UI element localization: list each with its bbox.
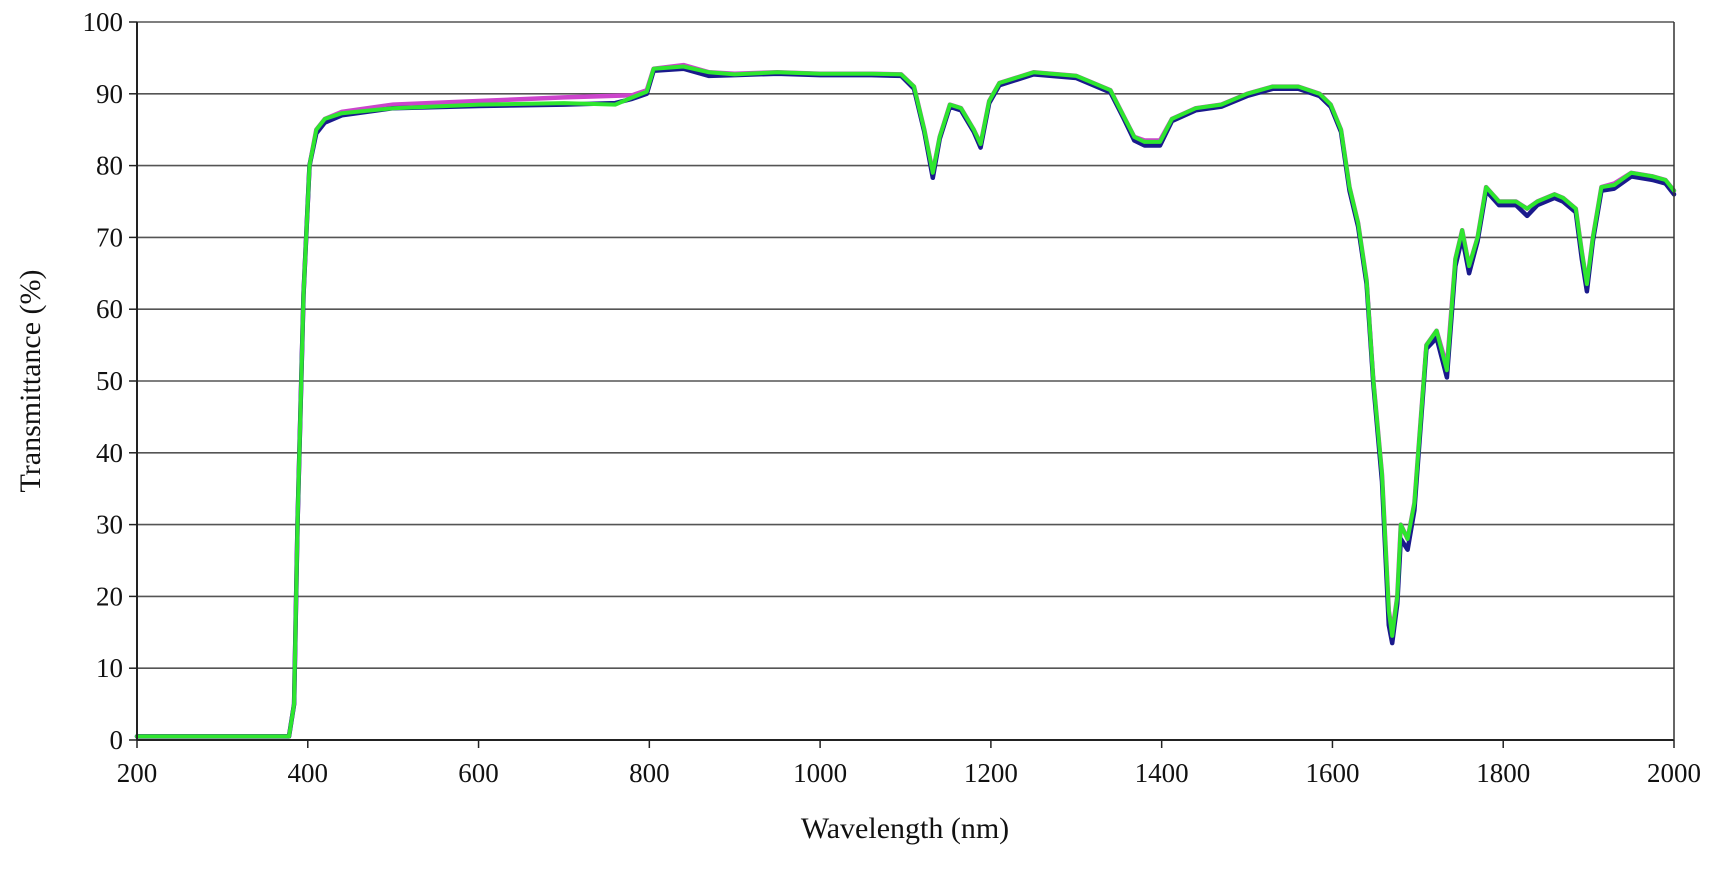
y-tick-label: 20 (96, 581, 123, 611)
y-tick-label: 100 (83, 7, 124, 37)
grid-lines (137, 21, 1674, 670)
y-tick-label: 50 (96, 366, 123, 396)
x-tick-label: 400 (288, 758, 329, 788)
x-tick-label: 1400 (1135, 758, 1189, 788)
y-tick-label: 80 (96, 151, 123, 181)
series-line-2 (134, 66, 1677, 739)
y-tick-label: 60 (96, 294, 123, 324)
x-tick-label: 2000 (1647, 758, 1701, 788)
y-tick-label: 0 (110, 725, 124, 755)
y-axis-title: Transmittance (%) (14, 269, 47, 492)
tick-labels: 0 10 20 30 40 50 60 70 80 90 100 200 400 600 800 1000 12… (83, 7, 1702, 788)
x-tick-label: 200 (117, 758, 158, 788)
x-tick-label: 800 (629, 758, 670, 788)
series-lines (134, 62, 1677, 739)
x-tick-label: 1200 (964, 758, 1018, 788)
x-tick-label: 1000 (793, 758, 847, 788)
y-tick-label: 90 (96, 79, 123, 109)
x-tick-label: 600 (458, 758, 499, 788)
y-tick-label: 30 (96, 510, 123, 540)
y-tick-label: 70 (96, 222, 123, 252)
x-axis-title: Wavelength (nm) (801, 812, 1009, 845)
series-line-3 (135, 64, 1676, 739)
y-tick-label: 40 (96, 438, 123, 468)
x-tick-label: 1600 (1305, 758, 1359, 788)
x-tick-label: 1800 (1476, 758, 1530, 788)
y-tick-label: 10 (96, 653, 123, 683)
